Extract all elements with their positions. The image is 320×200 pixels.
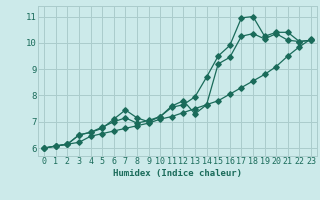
X-axis label: Humidex (Indice chaleur): Humidex (Indice chaleur) [113,169,242,178]
